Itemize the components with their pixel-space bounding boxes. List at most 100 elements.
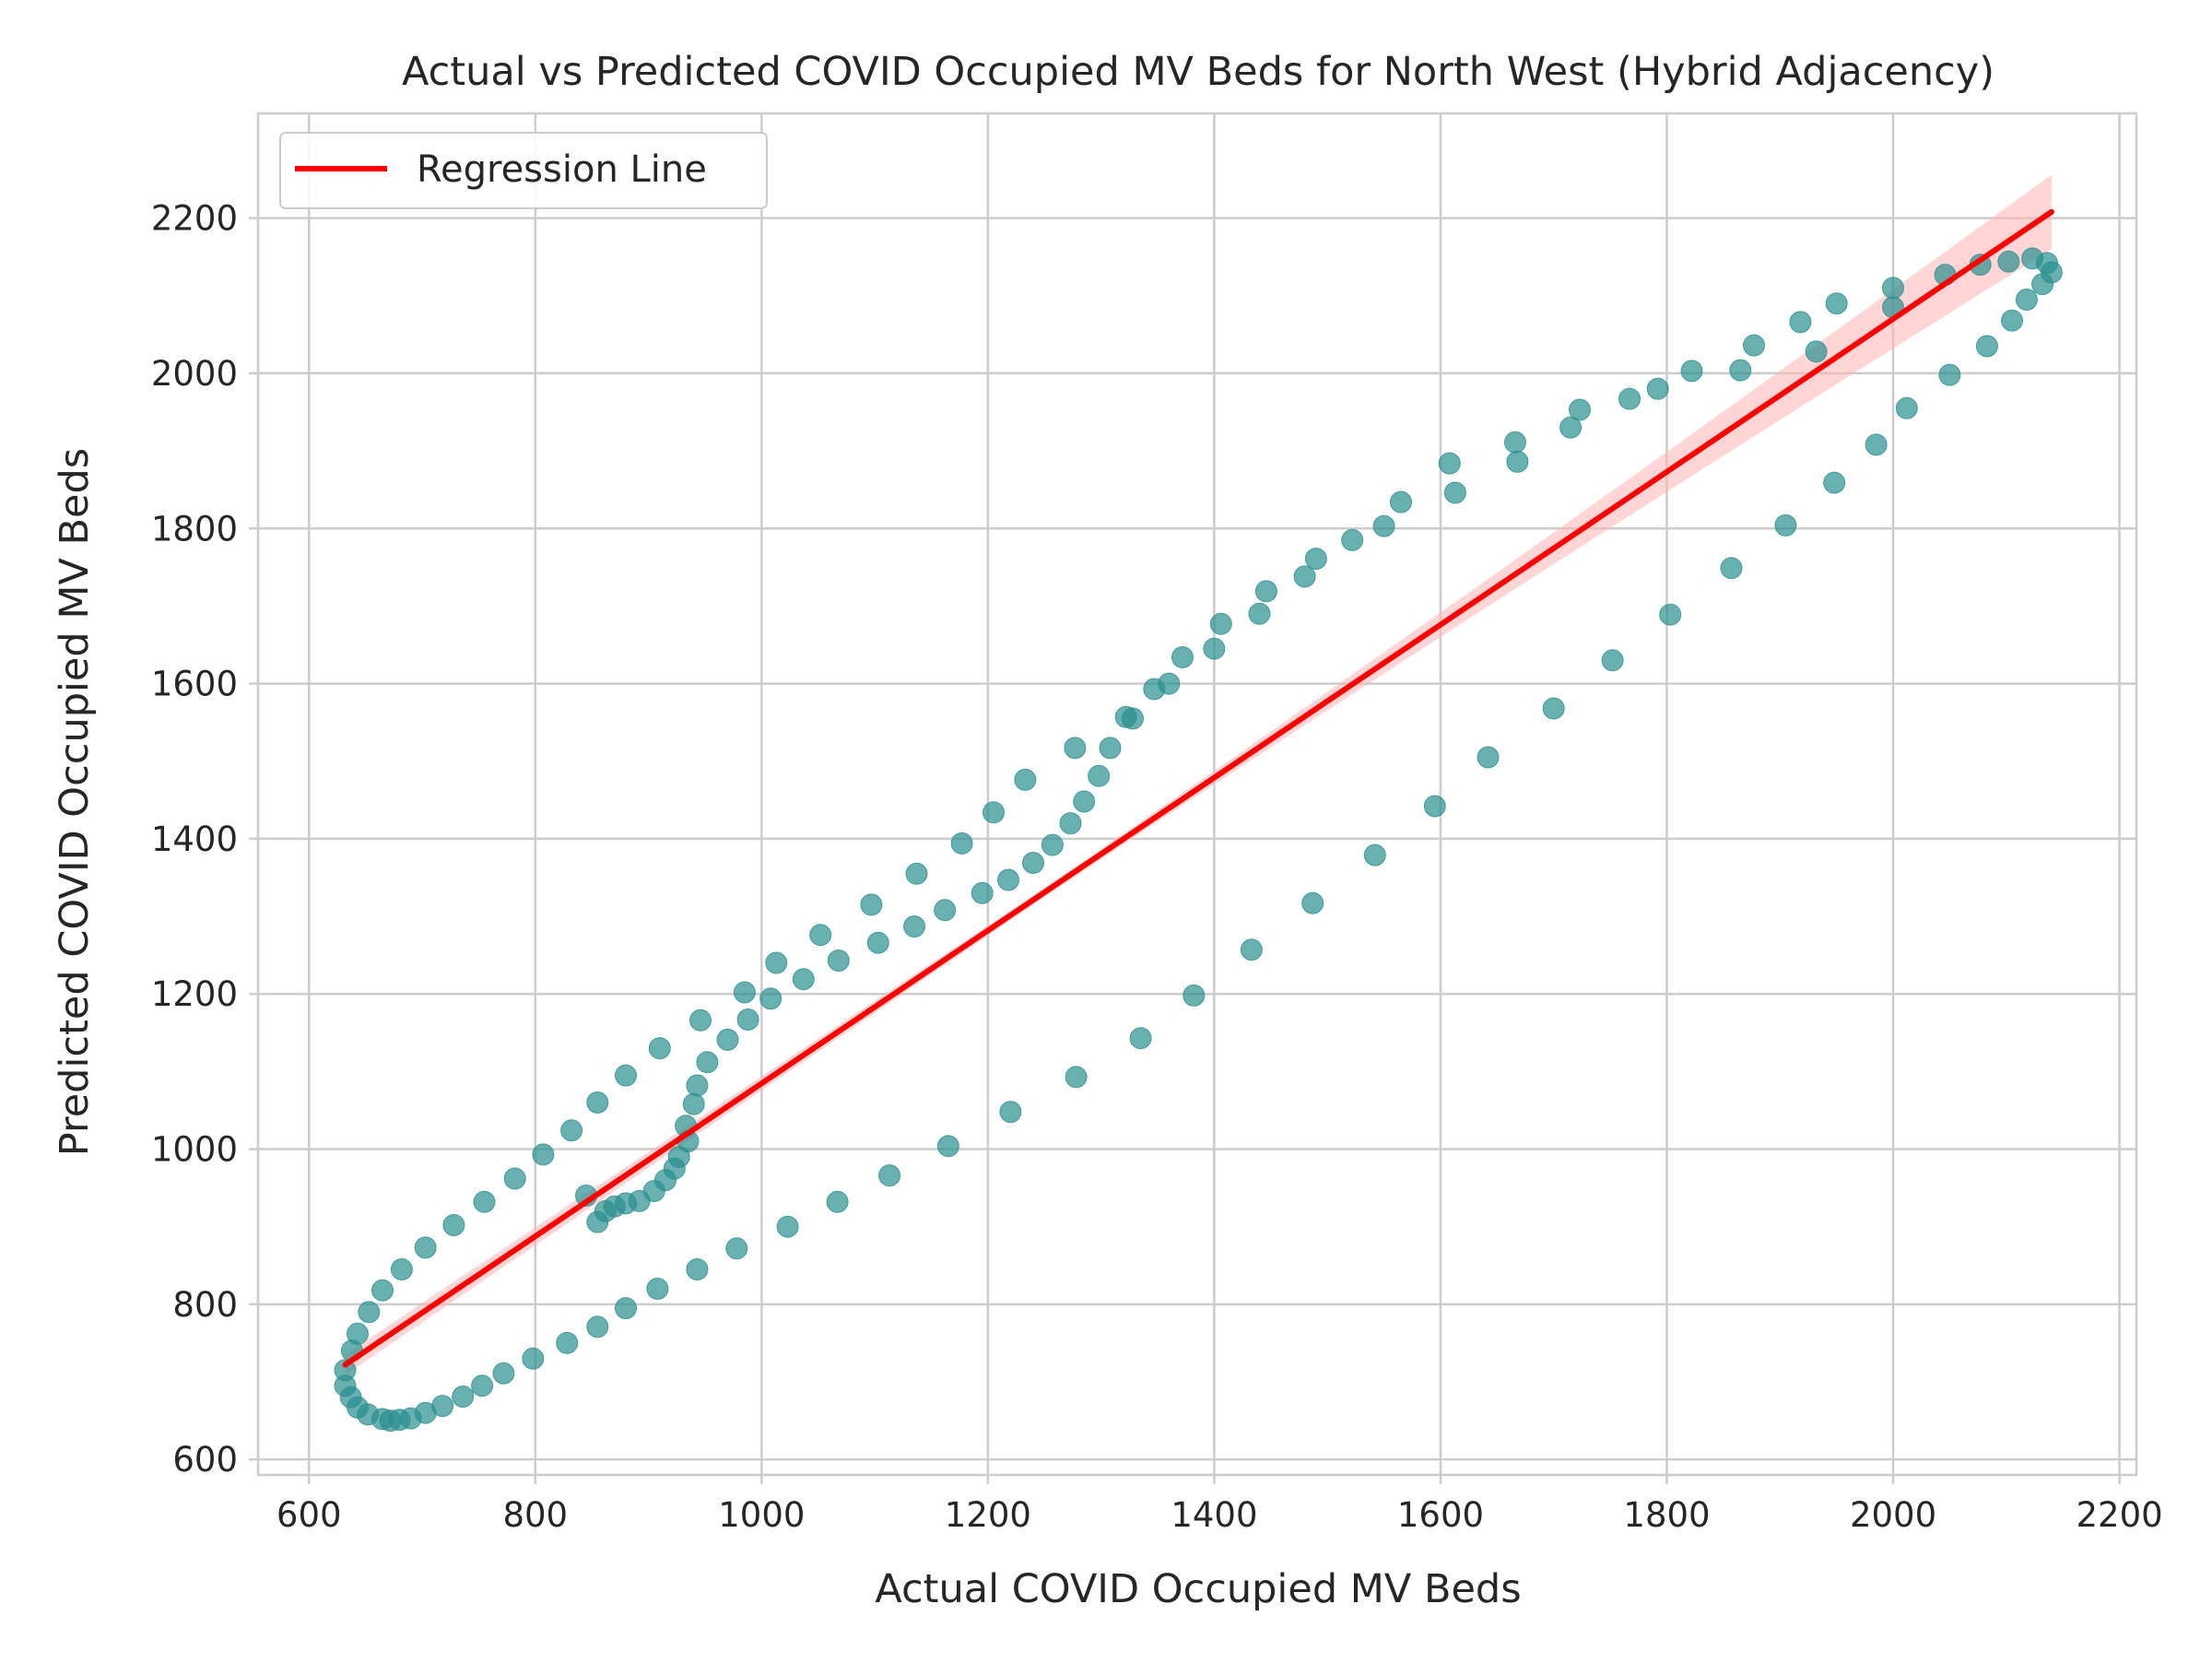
- x-tick-label: 800: [502, 1495, 568, 1535]
- data-point: [1143, 678, 1166, 701]
- data-point: [866, 931, 889, 954]
- data-point: [431, 1395, 454, 1418]
- x-tick-label: 1800: [1623, 1495, 1710, 1535]
- data-point: [733, 981, 756, 1004]
- data-point: [971, 881, 994, 904]
- data-point: [1248, 602, 1271, 625]
- data-point: [1729, 359, 1752, 382]
- data-point: [1601, 649, 1624, 672]
- data-point: [682, 1092, 705, 1115]
- data-point: [1882, 277, 1904, 300]
- x-axis-label: Actual COVID Occupied MV Beds: [875, 1566, 1521, 1612]
- data-point: [390, 1258, 413, 1280]
- y-tick-label: 1600: [151, 665, 238, 704]
- data-point: [586, 1210, 609, 1233]
- data-point: [736, 1008, 759, 1031]
- data-point: [1254, 580, 1277, 603]
- data-point: [689, 1008, 712, 1032]
- data-point: [696, 1051, 719, 1074]
- data-point: [1895, 396, 1918, 419]
- data-point: [371, 1279, 394, 1302]
- plot-border: [256, 112, 2138, 1477]
- data-point: [860, 893, 883, 916]
- data-point: [1680, 360, 1703, 383]
- data-point: [792, 968, 815, 991]
- data-point: [1390, 490, 1412, 513]
- data-point: [776, 1215, 799, 1238]
- data-point: [1504, 430, 1526, 454]
- data-point: [648, 1037, 671, 1060]
- y-tick-label: 2000: [151, 354, 238, 394]
- data-point: [725, 1237, 748, 1260]
- data-point: [686, 1074, 709, 1097]
- data-point: [452, 1386, 475, 1408]
- data-point: [950, 832, 973, 855]
- data-point: [586, 1315, 609, 1339]
- data-point: [522, 1347, 545, 1370]
- data-point: [347, 1322, 369, 1345]
- data-point: [471, 1374, 494, 1398]
- data-point: [827, 949, 850, 972]
- data-point: [934, 899, 957, 922]
- data-point: [1559, 416, 1583, 439]
- data-point: [532, 1143, 555, 1166]
- data-point: [765, 951, 788, 974]
- legend-label-regression: Regression Line: [417, 148, 707, 191]
- data-point: [759, 987, 782, 1010]
- y-tick-label: 2200: [151, 199, 238, 239]
- x-tick-label: 1000: [718, 1495, 805, 1535]
- data-point: [1341, 528, 1364, 551]
- x-tick-label: 2000: [1850, 1495, 1936, 1535]
- regression-line-group: [342, 208, 2054, 1368]
- data-point: [1720, 557, 1743, 580]
- data-point: [1304, 548, 1327, 571]
- data-point: [1129, 1027, 1152, 1050]
- data-point: [878, 1164, 901, 1187]
- data-point: [982, 801, 1005, 824]
- y-tick-label: 1800: [151, 509, 238, 548]
- data-point: [358, 1301, 381, 1324]
- regression-line: [342, 208, 2054, 1368]
- data-point: [1443, 481, 1466, 504]
- data-point: [473, 1190, 496, 1213]
- data-point: [1059, 812, 1082, 835]
- data-point: [1182, 984, 1206, 1007]
- x-tick-label: 600: [276, 1495, 342, 1535]
- y-tick-label: 1200: [151, 974, 238, 1014]
- data-point: [1646, 377, 1669, 400]
- data-point: [2021, 247, 2044, 270]
- chart-title: Actual vs Predicted COVID Occupied MV Be…: [402, 49, 1994, 95]
- data-point: [936, 1135, 959, 1158]
- data-point: [1865, 433, 1888, 456]
- data-point: [1774, 513, 1797, 537]
- data-point: [1014, 768, 1037, 791]
- data-point: [2001, 309, 2023, 332]
- y-tick-label: 1000: [151, 1130, 238, 1170]
- data-point: [1805, 340, 1828, 363]
- data-point: [1073, 790, 1096, 813]
- data-points: [334, 247, 2063, 1433]
- data-point: [1975, 335, 1998, 358]
- data-point: [1438, 452, 1461, 475]
- x-tick-label: 1200: [945, 1495, 1031, 1535]
- data-point: [1938, 363, 1961, 386]
- data-point: [1477, 746, 1500, 769]
- y-axis-label: Predicted COVID Occupied MV Beds: [52, 448, 98, 1156]
- data-point: [1423, 795, 1446, 818]
- data-point: [646, 1278, 669, 1300]
- data-point: [442, 1214, 465, 1236]
- data-point: [615, 1064, 637, 1087]
- data-point: [1203, 637, 1226, 660]
- data-point: [1293, 565, 1316, 588]
- legend-box: [279, 132, 768, 209]
- data-point: [1618, 387, 1641, 410]
- data-point: [1041, 833, 1064, 856]
- data-point: [905, 862, 928, 885]
- data-point: [1823, 471, 1846, 494]
- data-point: [716, 1028, 739, 1051]
- data-point: [1301, 891, 1324, 914]
- data-point: [809, 924, 832, 947]
- data-point: [1659, 603, 1682, 626]
